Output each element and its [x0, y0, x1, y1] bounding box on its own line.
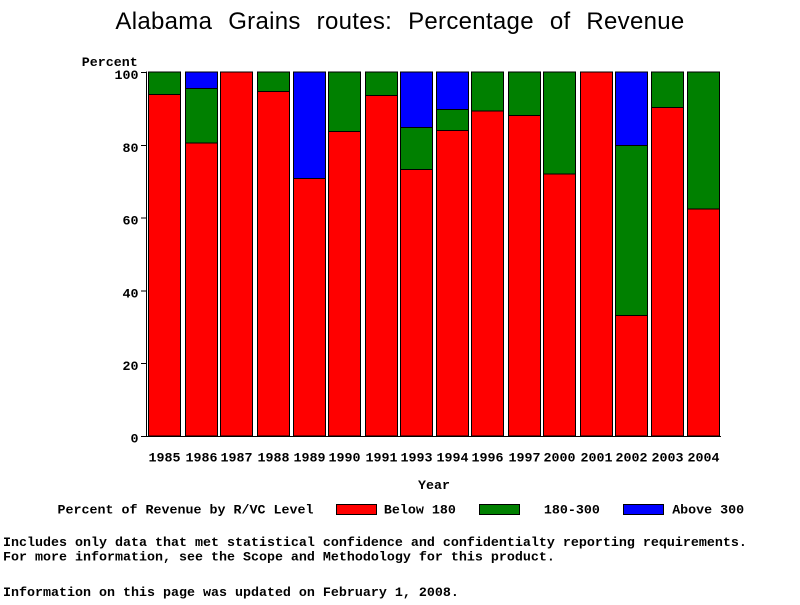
svg-text:2000: 2000: [544, 452, 576, 467]
svg-text:0: 0: [131, 432, 139, 447]
svg-text:Information on this page was u: Information on this page was updated on …: [3, 586, 459, 600]
svg-text:1993: 1993: [401, 452, 433, 467]
svg-text:1997: 1997: [509, 452, 541, 467]
svg-text:1989: 1989: [294, 452, 326, 467]
svg-text:20: 20: [123, 360, 139, 375]
svg-text:Percent of Revenue by R/VC Lev: Percent of Revenue by R/VC Level: [58, 504, 314, 519]
svg-text:Percent: Percent: [82, 56, 138, 71]
svg-text:60: 60: [123, 215, 139, 230]
svg-text:180-300: 180-300: [544, 504, 600, 519]
svg-text:1994: 1994: [437, 452, 469, 467]
svg-text:100: 100: [115, 69, 139, 84]
svg-text:Alabama Grains routes: Percent: Alabama Grains routes: Percentage of Rev…: [115, 8, 684, 35]
svg-text:1996: 1996: [472, 452, 504, 467]
svg-text:2001: 2001: [581, 452, 613, 467]
svg-text:1990: 1990: [329, 452, 361, 467]
svg-text:For more information, see the: For more information, see the Scope and …: [3, 550, 555, 565]
svg-text:40: 40: [123, 287, 139, 302]
svg-text:Above 300: Above 300: [672, 504, 744, 519]
svg-text:1985: 1985: [149, 452, 181, 467]
svg-text:2003: 2003: [652, 452, 684, 467]
svg-text:1991: 1991: [366, 452, 398, 467]
svg-text:Year: Year: [418, 479, 450, 494]
svg-text:1988: 1988: [258, 452, 290, 467]
svg-text:1987: 1987: [221, 452, 253, 467]
svg-text:Includes only data that met st: Includes only data that met statistical …: [3, 536, 747, 551]
svg-text:Below 180: Below 180: [384, 504, 456, 519]
svg-text:1986: 1986: [186, 452, 218, 467]
svg-text:2004: 2004: [688, 452, 720, 467]
svg-text:2002: 2002: [616, 452, 648, 467]
svg-text:80: 80: [123, 142, 139, 157]
